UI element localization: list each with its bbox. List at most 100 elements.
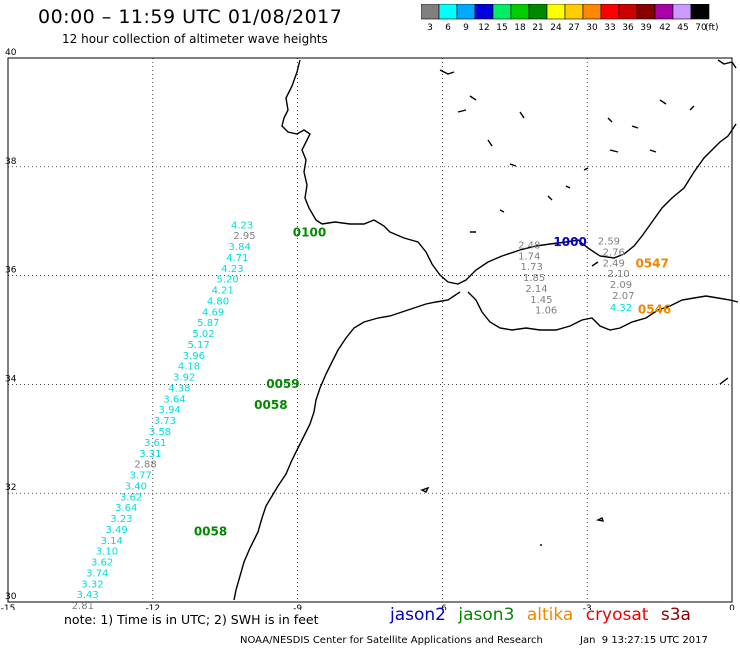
wave-height-label: 1.73 (521, 262, 543, 273)
wave-height-label: 3.94 (159, 405, 181, 416)
morocco-coast (467, 291, 739, 331)
wave-height-label: 1.85 (523, 273, 545, 284)
colorbar-label: 15 (496, 23, 507, 33)
wave-height-label: 3.23 (110, 514, 132, 525)
lon-tick-label: -3 (583, 604, 592, 610)
wave-height-label: 5.17 (188, 340, 210, 351)
wave-height-label: 2.07 (612, 291, 634, 302)
lat-tick-label: 36 (5, 266, 17, 276)
wave-height-label: 4.23 (231, 220, 253, 231)
wave-height-label: 4.18 (178, 362, 200, 373)
pass-time-label: 0058 (194, 525, 227, 539)
colorbar-label: 45 (677, 23, 688, 33)
satellite-legend: jason2 jason3 altika cryosat s3a (390, 605, 698, 625)
wave-height-label: 2.59 (598, 237, 620, 248)
pass-time-label: 0059 (266, 377, 299, 391)
colorbar-swatch (690, 4, 710, 20)
portugal-coast (281, 59, 323, 225)
legend-s3a: s3a (660, 605, 691, 625)
island-a (420, 486, 430, 493)
colorbar-label: 39 (640, 23, 652, 33)
wave-height-label: 2.49 (603, 258, 625, 269)
wave-height-label: 4.21 (212, 286, 234, 297)
colorbar-label: 9 (463, 23, 469, 33)
gridlines (7, 57, 733, 603)
island-b (595, 517, 605, 522)
wave-height-label: 3.96 (183, 351, 205, 362)
colorbar-unit: (ft) (705, 23, 719, 33)
lat-tick-label: 34 (5, 374, 17, 384)
satellite-track-labels: 4.232.953.844.714.235.204.214.804.695.87… (72, 220, 635, 610)
wave-height-label: 2.14 (525, 284, 547, 295)
pass-time-labels: 01000059005800580057100005470546 (194, 225, 671, 539)
legend-cryosat: cryosat (585, 605, 649, 625)
colorbar-label: 24 (550, 23, 562, 33)
units-note: note: 1) Time is in UTC; 2) SWH is in fe… (64, 612, 319, 627)
lon-tick-label: -15 (1, 604, 16, 610)
colorbar-label: 21 (532, 23, 543, 33)
pass-time-label: 0058 (254, 398, 287, 412)
credit-text: NOAA/NESDIS Center for Satellite Applica… (240, 635, 543, 646)
axis-labels: -15 -12 -9 -6 -3 0 30 32 34 36 38 40 (1, 48, 735, 610)
legend-jason3: jason3 (458, 605, 515, 625)
colorbar-label: 30 (586, 23, 598, 33)
wave-height-label: 3.84 (229, 242, 251, 253)
wave-height-label: 1.45 (530, 295, 552, 306)
colorbar-label: 27 (568, 23, 579, 33)
island-e (591, 261, 599, 267)
lat-tick-label: 32 (5, 483, 16, 493)
pass-time-label: 1000 (553, 235, 586, 249)
wave-height-label: 3.31 (139, 449, 161, 460)
wave-height-label: 4.80 (207, 296, 229, 307)
colorbar-label: 3 (427, 23, 433, 33)
wave-height-label: 3.32 (81, 579, 103, 590)
colorbar-label: 36 (622, 23, 634, 33)
wave-height-label: 4.38 (168, 383, 190, 394)
wave-height-label: 2.48 (518, 240, 540, 251)
lon-tick-label: -9 (293, 604, 302, 610)
altimeter-map: -15 -12 -9 -6 -3 0 30 32 34 36 38 40 4.232.953.844.… (1, 48, 739, 610)
wave-height-label: 3.74 (86, 568, 108, 579)
lon-tick-label: 0 (729, 604, 735, 610)
wave-height-label: 2.76 (603, 247, 625, 258)
lat-tick-label: 38 (5, 157, 17, 167)
pass-time-label: 0546 (638, 303, 671, 317)
wave-height-label: 4.23 (221, 264, 243, 275)
pass-time-label: 0547 (635, 256, 668, 270)
wave-height-label: 3.10 (96, 547, 118, 558)
colorbar-label: 18 (514, 23, 526, 33)
wave-height-label: 2.88 (134, 460, 156, 471)
wave-height-label: 1.06 (535, 306, 557, 317)
wave-height-label: 1.74 (518, 251, 540, 262)
wave-height-colorbar: 3 6 9 12 15 18 21 24 27 30 33 36 39 42 45 70(ft) (421, 4, 719, 33)
wave-height-label: 5.87 (197, 318, 219, 329)
wave-height-label: 4.69 (202, 307, 224, 318)
wave-height-label: 3.43 (77, 590, 99, 601)
wave-height-label: 3.62 (120, 492, 142, 503)
lon-tick-label: -6 (438, 604, 447, 610)
wave-height-label: 3.58 (149, 427, 171, 438)
map-title: 00:00 – 11:59 UTC 01/08/2017 (38, 6, 343, 28)
colorbar-label: 33 (604, 23, 615, 33)
island-d (719, 377, 729, 385)
africa-west-coast (233, 291, 461, 601)
wave-height-label: 3.14 (101, 536, 123, 547)
lat-tick-label: 30 (5, 592, 17, 602)
wave-height-label: 4.32 (610, 303, 632, 314)
legend-jason2: jason2 (390, 605, 446, 625)
legend-altika: altika (526, 605, 574, 625)
wave-height-label: 3.61 (144, 438, 166, 449)
wave-height-label: 5.20 (216, 275, 238, 286)
lat-tick-label: 40 (5, 48, 17, 58)
wave-height-label: 3.73 (154, 416, 176, 427)
wave-height-label: 2.09 (610, 280, 632, 291)
wave-height-label: 3.40 (125, 481, 147, 492)
wave-height-label: 2.10 (607, 269, 629, 280)
wave-height-label: 3.92 (173, 373, 195, 384)
generation-timestamp: Jan 9 13:27:15 UTC 2017 (580, 635, 708, 646)
rivers (439, 69, 695, 233)
coastline (233, 59, 739, 601)
lon-tick-label: -12 (145, 604, 160, 610)
map-subtitle: 12 hour collection of altimeter wave hei… (62, 32, 328, 46)
wave-height-label: 3.64 (163, 394, 185, 405)
